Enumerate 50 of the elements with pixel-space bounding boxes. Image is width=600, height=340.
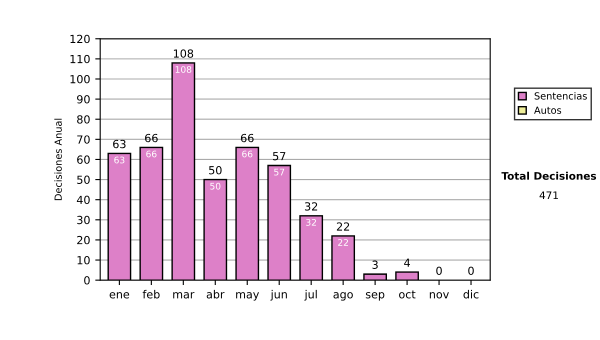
x-tick-label: sep	[366, 292, 384, 301]
data-label: 66	[242, 150, 252, 158]
text: 471	[540, 191, 558, 200]
total-label: 66	[145, 134, 158, 142]
y-tick-label: 70	[77, 135, 90, 144]
total-label: 0	[436, 266, 442, 275]
y-tick-label: 120	[70, 34, 90, 44]
y-tick-label: 80	[77, 115, 90, 124]
x-tick-label: jun	[270, 290, 287, 301]
data-label: 32	[306, 218, 316, 226]
x-tick-label: mar	[173, 292, 194, 298]
total-label: 66	[240, 134, 254, 142]
data-label: 22	[338, 239, 348, 246]
total-label: 22	[336, 222, 350, 231]
x-tick-label: nov	[430, 292, 449, 298]
x-tick-label: oct	[399, 290, 416, 298]
x-tick-label: ago	[333, 292, 353, 301]
data-label: 108	[176, 66, 192, 73]
y-tick-label: 40	[76, 196, 90, 204]
y-tick-label: 90	[77, 95, 90, 104]
legend-label: Autos	[534, 106, 562, 114]
x-tick-label: dic	[464, 290, 478, 298]
legend-label: Sentencias	[534, 92, 587, 100]
y-tick-label: 110	[70, 54, 90, 64]
total-label: 63	[113, 140, 126, 148]
y-tick-label: 0	[84, 276, 90, 285]
x-tick-label: feb	[142, 290, 160, 298]
y-tick-label: 10	[78, 256, 90, 264]
total-label: 50	[209, 166, 222, 174]
y-axis-title: Decisiones Anual	[54, 118, 62, 200]
total-label: 108	[174, 49, 194, 58]
y-tick-label: 30	[77, 216, 90, 224]
x-tick-label: jul	[304, 290, 317, 301]
data-label: 63	[114, 156, 124, 164]
data-label: 50	[210, 182, 220, 190]
text: Total Decisiones	[501, 172, 596, 180]
y-tick-label: 50	[77, 176, 90, 184]
y-tick-label: 60	[77, 155, 90, 164]
total-label: 0	[468, 266, 474, 275]
x-tick-label: ene	[110, 292, 130, 298]
total-label: 57	[273, 152, 286, 160]
total-label: 4	[404, 258, 410, 267]
total-label: 32	[304, 202, 318, 211]
x-tick-label: may	[236, 292, 260, 301]
x-tick-label: abr	[206, 290, 224, 298]
data-label: 66	[146, 150, 157, 158]
total-label: 3	[372, 260, 378, 269]
y-tick-label: 100	[70, 74, 90, 84]
data-label: 57	[274, 168, 284, 176]
y-tick-label: 20	[77, 236, 90, 244]
